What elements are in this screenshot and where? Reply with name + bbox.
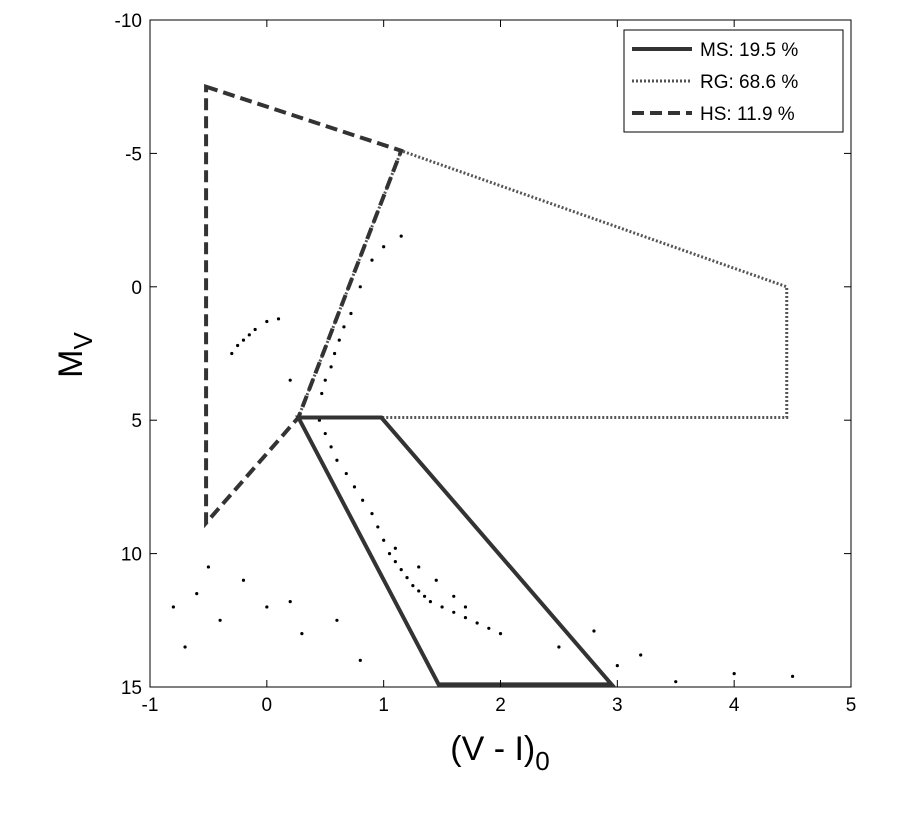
y-tick-label: 15	[121, 678, 142, 699]
star	[230, 351, 234, 356]
star	[487, 626, 491, 630]
star	[206, 565, 211, 569]
star	[352, 485, 357, 489]
y-tick-label: 5	[131, 411, 142, 432]
legend-label: MS: 19.5 %	[700, 40, 798, 61]
y-tick-label: 10	[121, 545, 142, 566]
star	[475, 621, 479, 625]
star	[349, 311, 353, 316]
star	[342, 325, 346, 329]
x-axis-label: (V - I)0	[450, 730, 549, 776]
x-axis-label-main: (V - I)	[450, 730, 535, 768]
star	[382, 245, 386, 249]
star	[241, 578, 246, 582]
star	[358, 658, 362, 662]
star	[253, 327, 257, 332]
star	[358, 285, 362, 289]
star	[592, 629, 596, 633]
star	[218, 618, 222, 622]
star	[393, 546, 397, 550]
star	[265, 605, 269, 609]
star	[452, 594, 456, 598]
star	[344, 471, 348, 476]
star	[247, 333, 251, 337]
y-tick-label: -5	[125, 144, 142, 165]
star	[463, 616, 468, 620]
x-tick-label: 5	[846, 695, 857, 716]
x-tick-label: -1	[142, 695, 159, 716]
star	[376, 525, 380, 529]
star	[361, 498, 365, 502]
star	[639, 653, 643, 657]
star	[276, 317, 281, 321]
star	[463, 605, 468, 609]
star	[557, 645, 561, 649]
star	[382, 538, 386, 542]
star	[329, 445, 333, 449]
star	[422, 594, 427, 598]
star	[393, 560, 397, 564]
star	[399, 568, 403, 572]
x-tick-label: 0	[262, 695, 273, 716]
y-axis-label-sub: V	[68, 332, 98, 350]
y-axis-label-main: M	[52, 350, 90, 378]
star	[300, 632, 304, 636]
star	[417, 565, 421, 569]
star	[337, 338, 341, 342]
star	[674, 680, 678, 684]
star	[195, 592, 199, 596]
star	[323, 431, 327, 436]
star	[320, 391, 324, 396]
x-tick-label: 4	[729, 695, 740, 716]
star	[241, 338, 246, 342]
star	[428, 600, 432, 604]
x-tick-label: 3	[612, 695, 623, 716]
legend-label: RG: 68.6 %	[700, 72, 798, 93]
star	[323, 378, 327, 382]
star	[335, 458, 339, 462]
star	[265, 319, 269, 324]
star	[171, 605, 175, 609]
star	[417, 589, 421, 593]
x-tick-label: 2	[495, 695, 506, 716]
y-axis-label: MV	[52, 332, 98, 378]
y-tick-label: -10	[115, 11, 142, 32]
star	[615, 664, 619, 668]
star	[236, 343, 240, 348]
star	[411, 584, 415, 588]
star	[335, 618, 339, 622]
star	[288, 378, 292, 382]
x-tick-label: 1	[378, 695, 389, 716]
star	[498, 632, 503, 636]
star	[732, 672, 736, 676]
star	[399, 234, 403, 238]
star	[370, 258, 374, 262]
star	[790, 674, 795, 678]
star	[370, 511, 374, 516]
y-tick-label: 0	[131, 278, 142, 299]
star	[405, 576, 409, 580]
star	[288, 600, 292, 604]
region-outline	[295, 415, 616, 687]
star	[329, 365, 333, 369]
x-axis-label-sub: 0	[535, 746, 549, 776]
star	[387, 552, 392, 556]
star	[183, 645, 187, 649]
legend-label: HS: 11.9 %	[700, 104, 795, 125]
star	[440, 605, 444, 609]
star	[434, 578, 438, 582]
star	[332, 351, 337, 356]
star	[452, 610, 456, 614]
